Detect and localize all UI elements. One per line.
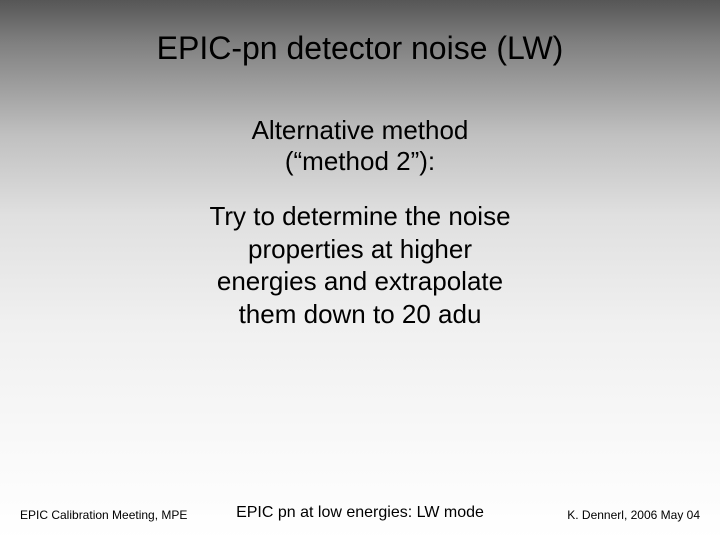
slide-subtitle: Alternative method (“method 2”): <box>0 115 720 177</box>
body-line-2: properties at higher <box>248 234 472 264</box>
footer-left: EPIC Calibration Meeting, MPE <box>20 508 220 522</box>
footer-center: EPIC pn at low energies: LW mode <box>220 504 500 522</box>
body-line-1: Try to determine the noise <box>209 201 510 231</box>
subtitle-line-2: (“method 2”): <box>285 146 435 176</box>
footer-right: K. Dennerl, 2006 May 04 <box>500 508 700 522</box>
slide-footer: EPIC Calibration Meeting, MPE EPIC pn at… <box>0 504 720 522</box>
slide-body: Try to determine the noise properties at… <box>0 200 720 330</box>
slide-title: EPIC-pn detector noise (LW) <box>0 30 720 67</box>
body-line-3: energies and extrapolate <box>217 266 503 296</box>
subtitle-line-1: Alternative method <box>252 115 469 145</box>
body-line-4: them down to 20 adu <box>239 299 482 329</box>
